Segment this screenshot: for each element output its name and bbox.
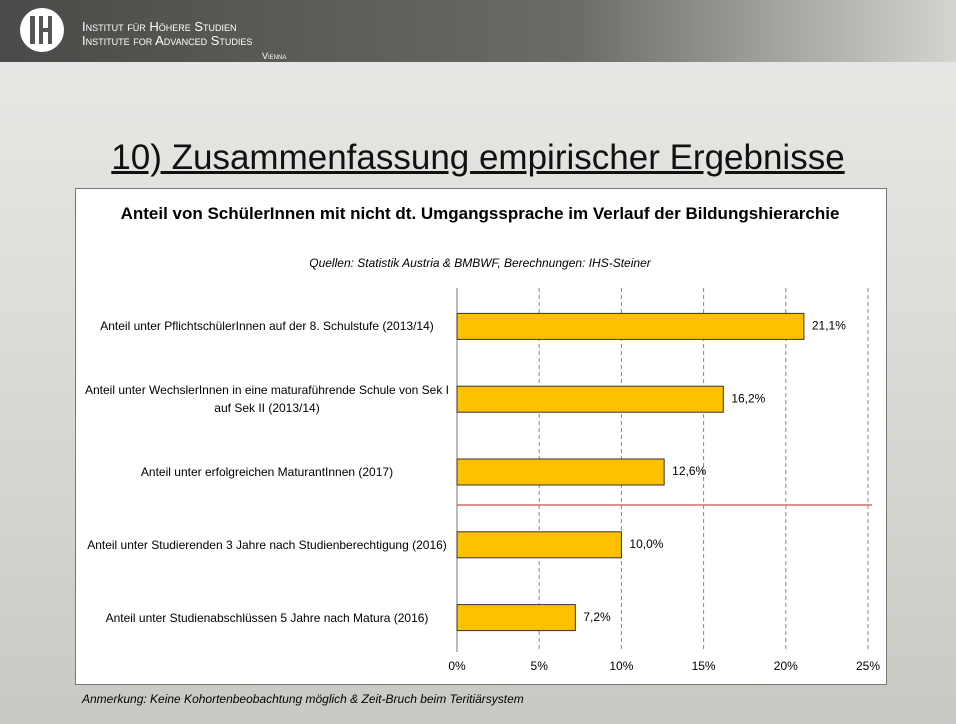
chart-title: Anteil von SchülerInnen mit nicht dt. Um… xyxy=(120,204,840,223)
chart-subtitle: Quellen: Statistik Austria & BMBWF, Bere… xyxy=(309,256,651,270)
x-tick-label: 5% xyxy=(531,659,549,673)
y-tick-label: Anteil unter erfolgreichen MaturantInnen… xyxy=(140,465,394,479)
bar xyxy=(456,531,622,559)
data-label: 16,2% xyxy=(731,391,765,405)
data-label: 7,2% xyxy=(583,610,611,624)
slide-title: 10) Zusammenfassung empirischer Ergebnis… xyxy=(111,138,845,177)
header-bar xyxy=(0,0,956,62)
y-tick-label: Anteil unter PflichtschülerInnen auf der… xyxy=(100,319,434,334)
x-tick-label: 20% xyxy=(774,659,798,673)
chart-box xyxy=(75,188,887,685)
header-text: Institut für Höhere Studien xyxy=(82,19,237,34)
bar xyxy=(456,385,724,413)
y-tick-label: Anteil unter Studienabschlüssen 5 Jahre … xyxy=(105,610,429,625)
bar xyxy=(456,312,805,340)
bar xyxy=(456,604,576,632)
data-label: 10,0% xyxy=(629,537,663,551)
data-label: 21,1% xyxy=(812,319,846,333)
y-tick-label: Anteil unter WechslerInnen in eine matur… xyxy=(85,383,449,416)
x-tick-label: 0% xyxy=(448,659,466,673)
x-tick-label: 25% xyxy=(856,659,880,673)
x-tick-label: 10% xyxy=(609,659,633,673)
data-label: 12,6% xyxy=(672,464,706,478)
note: Anmerkung: Keine Kohortenbeobachtung mög… xyxy=(82,692,524,706)
header-text: Vienna xyxy=(262,51,287,61)
header-text: Institute for Advanced Studies xyxy=(82,33,253,48)
logo xyxy=(20,8,64,52)
x-tick-label: 15% xyxy=(692,659,716,673)
bar xyxy=(456,458,665,486)
y-tick-label: Anteil unter Studierenden 3 Jahre nach S… xyxy=(87,537,447,552)
